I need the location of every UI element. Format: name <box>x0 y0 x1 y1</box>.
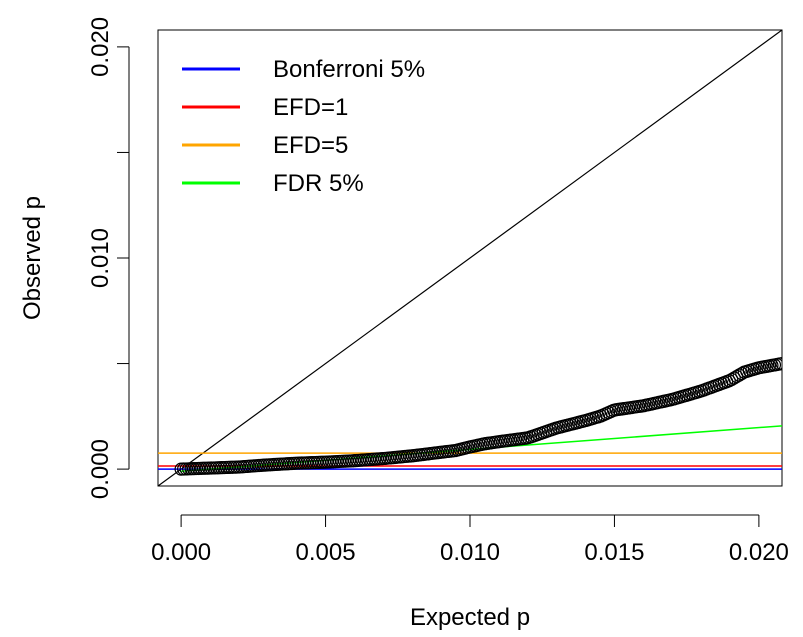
legend-label: EFD=5 <box>273 132 348 159</box>
x-tick-label: 0.010 <box>440 539 500 566</box>
diagonal-line <box>158 30 782 486</box>
y-tick-label: 0.000 <box>87 439 114 499</box>
y-axis-label: Observed p <box>19 196 46 320</box>
legend-label: Bonferroni 5% <box>273 56 425 83</box>
observed-point <box>775 356 782 371</box>
x-tick-label: 0.015 <box>584 539 644 566</box>
x-tick-label: 0.005 <box>296 539 356 566</box>
y-axis: 0.000 0.010 0.020 <box>87 17 130 499</box>
x-tick-label: 0.020 <box>729 539 789 566</box>
x-axis-label: Expected p <box>410 604 530 631</box>
legend: Bonferroni 5% EFD=1 EFD=5 FDR 5% <box>182 56 425 197</box>
y-tick-label: 0.020 <box>87 17 114 77</box>
legend-label: EFD=1 <box>273 94 348 121</box>
y-tick-label: 0.010 <box>87 228 114 288</box>
x-tick-label: 0.000 <box>151 539 211 566</box>
plot-box <box>157 29 783 487</box>
legend-label: FDR 5% <box>273 170 364 197</box>
x-axis: 0.000 0.005 0.010 0.015 0.020 <box>151 514 789 566</box>
